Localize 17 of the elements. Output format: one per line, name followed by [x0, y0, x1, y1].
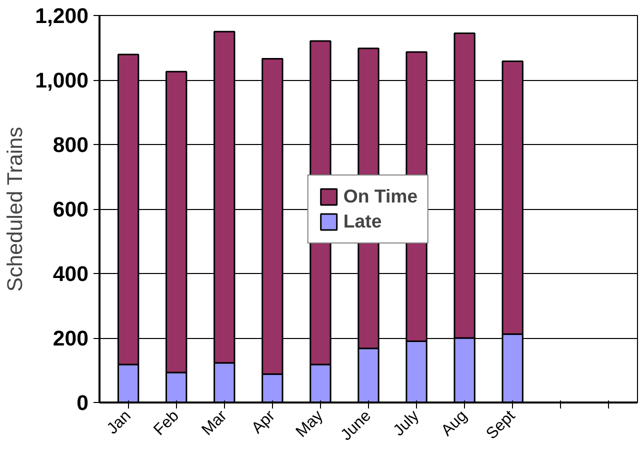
y-tick-label: 0	[76, 391, 89, 415]
x-tick-label: July	[390, 407, 423, 440]
y-tick-label: 800	[52, 133, 89, 157]
y-tick-label: 600	[52, 198, 89, 222]
y-axis-title: Scheduled Trains	[3, 126, 28, 292]
y-tick-label: 200	[52, 326, 89, 350]
x-tick-label: May	[293, 407, 326, 441]
y-tick-label: 1,000	[35, 68, 89, 92]
y-tick-label: 1,200	[35, 4, 89, 28]
x-tick-label: Apr	[248, 407, 279, 438]
x-tick-label: Aug	[438, 407, 471, 440]
legend-label: On Time	[343, 185, 418, 207]
x-tick-label: Jan	[104, 407, 134, 438]
legend-label: Late	[343, 210, 382, 232]
x-tick-label: Feb	[150, 407, 182, 439]
y-tick-label: 400	[52, 262, 89, 286]
x-tick-label: Mar	[198, 407, 231, 439]
